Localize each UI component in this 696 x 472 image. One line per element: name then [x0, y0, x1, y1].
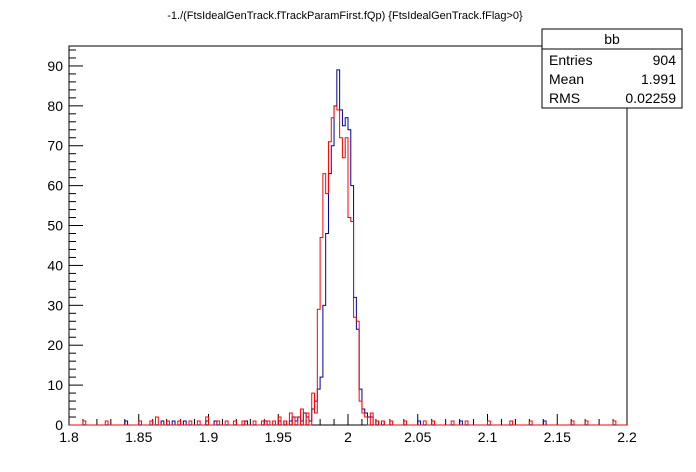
y-tick-label: 40: [47, 257, 63, 273]
y-tick-label: 80: [47, 98, 63, 114]
y-tick-label: 50: [47, 218, 63, 234]
y-tick-label: 10: [47, 377, 63, 393]
x-axis: 1.8 1.85 1.9 1.95 2 2.05 2.1 2.15 2.2: [59, 414, 637, 445]
stats-row-label: Mean: [549, 71, 584, 87]
y-tick-label: 20: [47, 337, 63, 353]
x-tick-label: 2.2: [617, 429, 637, 445]
x-tick-label: 2: [344, 429, 352, 445]
x-tick-label: 2.05: [404, 429, 431, 445]
x-tick-label: 2.1: [478, 429, 498, 445]
stats-rows: Entries 904 Mean 1.991 RMS 0.02259: [549, 52, 676, 106]
stats-row-value: 0.02259: [625, 90, 676, 106]
x-tick-label: 1.95: [265, 429, 292, 445]
stats-row-label: Entries: [549, 52, 593, 68]
x-tick-label: 2.15: [544, 429, 571, 445]
x-tick-label: 1.85: [125, 429, 152, 445]
chart-title: -1./(FtsIdealGenTrack.fTrackParamFirst.f…: [167, 10, 523, 22]
y-tick-label: 0: [55, 417, 63, 433]
y-tick-label: 60: [47, 178, 63, 194]
stats-row-value: 1.991: [641, 71, 676, 87]
histogram-series-2: [69, 105, 627, 426]
y-axis: 0 10 20 30 40 50 60 70 80 90: [47, 49, 83, 433]
stats-row-label: RMS: [549, 90, 580, 106]
stats-box: bb Entries 904 Mean 1.991 RMS 0.02259: [541, 28, 683, 109]
y-tick-label: 90: [47, 58, 63, 74]
x-tick-label: 1.9: [199, 429, 219, 445]
y-tick-label: 70: [47, 138, 63, 154]
series-layer: [69, 69, 627, 426]
stats-box-name: bb: [604, 31, 620, 47]
stats-row-value: 904: [653, 52, 677, 68]
histogram-series-1: [69, 69, 627, 426]
y-tick-label: 30: [47, 297, 63, 313]
x-tick-label: 1.8: [59, 429, 79, 445]
stats-frame: [541, 28, 683, 109]
